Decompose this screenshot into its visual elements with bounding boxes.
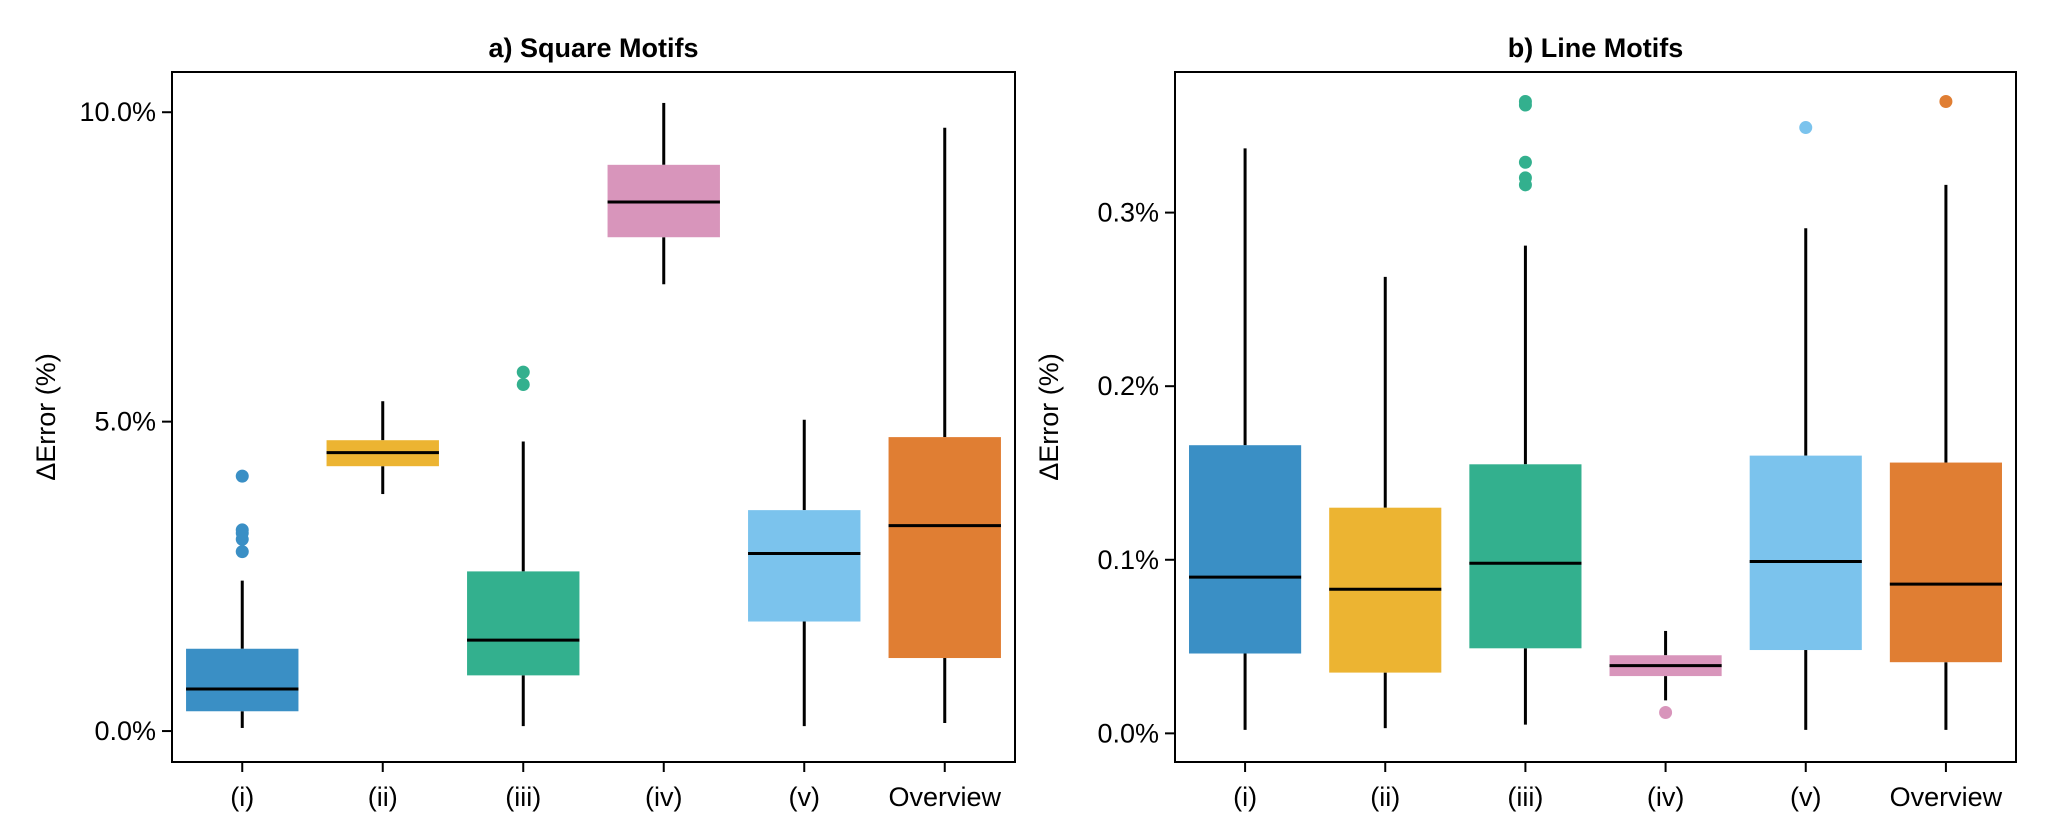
chart-title: b) Line Motifs bbox=[1508, 33, 1683, 63]
y-axis-label: ΔError (%) bbox=[31, 353, 61, 481]
box-4 bbox=[1609, 630, 1722, 720]
y-tick-label: 10.0% bbox=[79, 97, 156, 127]
outlier-point bbox=[1518, 95, 1532, 109]
outlier-point bbox=[235, 545, 249, 559]
box-6 bbox=[1889, 95, 2002, 730]
x-tick-label: (iv) bbox=[645, 782, 682, 812]
x-tick-label: (v) bbox=[789, 782, 820, 812]
y-tick-label: 5.0% bbox=[94, 407, 156, 437]
box-4 bbox=[607, 102, 720, 285]
outlier-point bbox=[1659, 706, 1673, 720]
panel-a: a) Square Motifs ΔError (%) 0.0% 5.0% 10.0% (… bbox=[31, 33, 1016, 812]
iqr-box bbox=[467, 571, 580, 676]
panel-b: b) Line Motifs ΔError (%) 0.0% 0.1% 0.2% 0.3%… bbox=[1034, 33, 2017, 812]
box-2 bbox=[1329, 276, 1442, 729]
box-1 bbox=[186, 469, 299, 728]
x-tick-label: (i) bbox=[1233, 782, 1257, 812]
y-tick-label: 0.1% bbox=[1097, 545, 1159, 575]
x-tick-label: (iii) bbox=[1507, 782, 1543, 812]
outlier-point bbox=[1939, 95, 1953, 109]
x-tick-label: (iv) bbox=[1647, 782, 1684, 812]
outlier-point bbox=[1518, 155, 1532, 169]
y-tick-label: 0.3% bbox=[1097, 198, 1159, 228]
box-5 bbox=[748, 419, 861, 727]
outlier-point bbox=[1518, 171, 1532, 185]
outlier-point bbox=[235, 469, 249, 483]
iqr-box bbox=[186, 648, 299, 712]
outlier-point bbox=[1799, 121, 1813, 135]
x-tick-label: (ii) bbox=[368, 782, 398, 812]
iqr-box bbox=[1889, 462, 2002, 663]
y-tick-label: 0.0% bbox=[1097, 718, 1159, 748]
iqr-box bbox=[1189, 445, 1302, 654]
iqr-box bbox=[1469, 464, 1582, 649]
box-3 bbox=[467, 365, 580, 727]
x-tick-label: (v) bbox=[1790, 782, 1821, 812]
box-6 bbox=[888, 127, 1001, 724]
chart-title: a) Square Motifs bbox=[488, 33, 698, 63]
x-tick-label: Overview bbox=[888, 782, 1001, 812]
y-tick-label: 0.0% bbox=[94, 716, 156, 746]
x-tick-label: (ii) bbox=[1370, 782, 1400, 812]
plot-frame bbox=[1174, 71, 2017, 763]
outlier-point bbox=[516, 365, 530, 379]
outlier-point bbox=[516, 378, 530, 392]
box-1 bbox=[1189, 148, 1302, 730]
y-tick-label: 0.2% bbox=[1097, 371, 1159, 401]
box-2 bbox=[326, 401, 439, 495]
box-3 bbox=[1469, 95, 1582, 725]
x-tick-label: (i) bbox=[230, 782, 254, 812]
x-tick-label: (iii) bbox=[505, 782, 541, 812]
y-axis-label: ΔError (%) bbox=[1034, 353, 1064, 481]
iqr-box bbox=[748, 510, 861, 622]
plot-frame bbox=[171, 71, 1016, 763]
x-tick-label: Overview bbox=[1890, 782, 2003, 812]
iqr-box bbox=[1749, 455, 1862, 651]
box-5 bbox=[1749, 121, 1862, 730]
outlier-point bbox=[235, 523, 249, 537]
iqr-box bbox=[888, 437, 1001, 659]
